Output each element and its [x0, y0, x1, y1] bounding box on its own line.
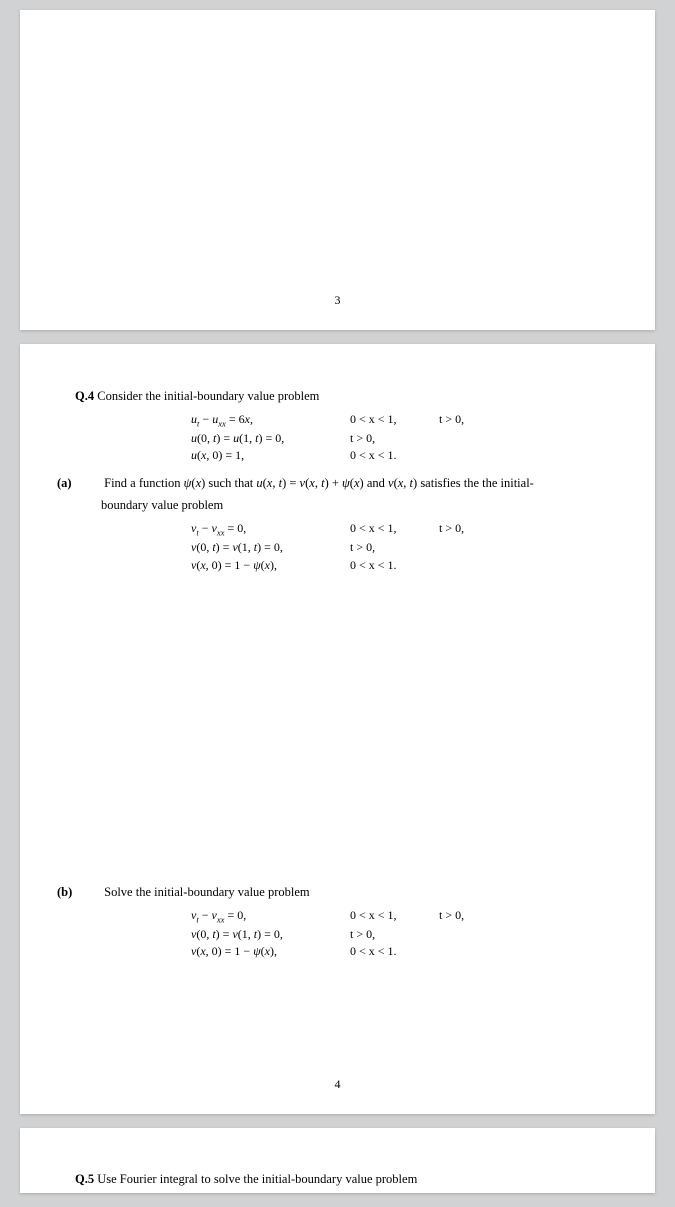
eqn-row: v(x, 0) = 1 − ψ(x), 0 < x < 1.: [75, 943, 600, 960]
part-a-text-2: boundary value problem: [75, 497, 600, 514]
eqn-row: v(0, t) = v(1, t) = 0, t > 0,: [75, 539, 600, 556]
eqn-cond: 0 < x < 1,: [350, 907, 425, 926]
eqn-cond: t > 0,: [350, 926, 425, 943]
eqn-row: v(x, 0) = 1 − ψ(x), 0 < x < 1.: [75, 557, 600, 574]
q4-part-a: (a) Find a function ψ(x) such that u(x, …: [75, 475, 600, 492]
eqn-cond: t > 0,: [350, 539, 425, 556]
eqn-row: vt − vxx = 0, 0 < x < 1, t > 0,: [75, 907, 600, 926]
eqn-cond: 0 < x < 1.: [350, 447, 425, 464]
q4b-system: vt − vxx = 0, 0 < x < 1, t > 0, v(0, t) …: [75, 907, 600, 961]
part-a-text-1: Find a function ψ(x) such that u(x, t) =…: [104, 476, 534, 490]
eqn-cond: t > 0,: [439, 411, 484, 430]
eqn-cond: [439, 943, 484, 960]
page-number-4: 4: [20, 1077, 655, 1092]
part-b-text: Solve the initial-boundary value problem: [104, 885, 310, 899]
eqn-cond: [439, 447, 484, 464]
eqn-cond: [439, 557, 484, 574]
eqn-row: u(0, t) = u(1, t) = 0, t > 0,: [75, 430, 600, 447]
eqn-cond: [439, 926, 484, 943]
eqn-row: u(x, 0) = 1, 0 < x < 1.: [75, 447, 600, 464]
q5-text: Use Fourier integral to solve the initia…: [97, 1172, 417, 1186]
q4-part-b: (b) Solve the initial-boundary value pro…: [75, 884, 600, 901]
q4-intro-text: Consider the initial-boundary value prob…: [97, 389, 319, 403]
eqn-row: vt − vxx = 0, 0 < x < 1, t > 0,: [75, 520, 600, 539]
eqn-cond: 0 < x < 1,: [350, 520, 425, 539]
q5-heading: Q.5 Use Fourier integral to solve the in…: [75, 1172, 600, 1187]
page-5-partial: Q.5 Use Fourier integral to solve the in…: [20, 1128, 655, 1193]
q4-heading: Q.4 Consider the initial-boundary value …: [75, 388, 600, 405]
page-4: Q.4 Consider the initial-boundary value …: [20, 344, 655, 1114]
eqn-cond: 0 < x < 1.: [350, 943, 425, 960]
eqn-cond: t > 0,: [439, 520, 484, 539]
eqn-cond: 0 < x < 1.: [350, 557, 425, 574]
eqn-row: v(0, t) = v(1, t) = 0, t > 0,: [75, 926, 600, 943]
eqn-cond: t > 0,: [439, 907, 484, 926]
part-a-label: (a): [79, 475, 101, 492]
q4-label: Q.4: [75, 389, 94, 403]
q5-label: Q.5: [75, 1172, 94, 1186]
page-number-3: 3: [20, 293, 655, 308]
eqn-cond: 0 < x < 1,: [350, 411, 425, 430]
part-b-label: (b): [79, 884, 101, 901]
q4a-system: vt − vxx = 0, 0 < x < 1, t > 0, v(0, t) …: [75, 520, 600, 574]
whitespace-gap: [75, 584, 600, 884]
eqn-cond: t > 0,: [350, 430, 425, 447]
q4-system: ut − uxx = 6x, 0 < x < 1, t > 0, u(0, t)…: [75, 411, 600, 465]
eqn-cond: [439, 539, 484, 556]
document-viewport: 3 Q.4 Consider the initial-boundary valu…: [0, 10, 675, 1193]
eqn-cond: [439, 430, 484, 447]
eqn-row: ut − uxx = 6x, 0 < x < 1, t > 0,: [75, 411, 600, 430]
page-3: 3: [20, 10, 655, 330]
